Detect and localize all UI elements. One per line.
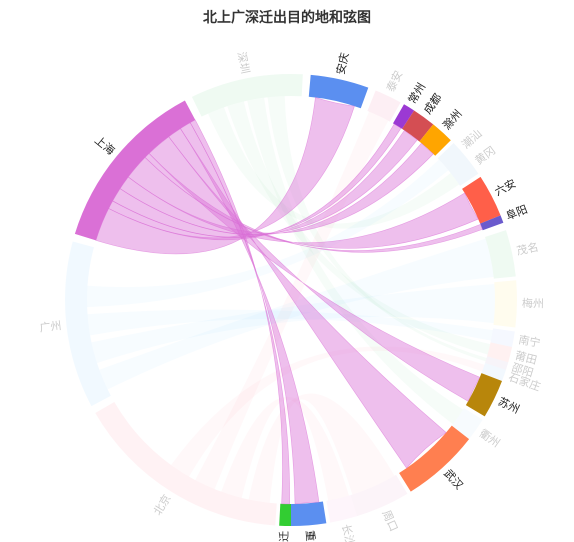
background-link-广州-南宁 — [87, 309, 493, 341]
arc-衢州[interactable] — [451, 408, 483, 440]
label-茂名: 茂名 — [515, 240, 539, 258]
label-梅州: 梅州 — [522, 296, 544, 310]
label-广州: 广州 — [39, 319, 62, 334]
label-泰安: 泰安 — [383, 68, 405, 94]
arc-广州[interactable] — [64, 241, 111, 407]
highlighted-links — [95, 97, 483, 505]
link-上海-阜阳[interactable] — [144, 153, 483, 253]
arc-武汉[interactable] — [399, 425, 470, 492]
background-link-北京-周口 — [248, 393, 395, 503]
label-南宁: 南宁 — [517, 332, 541, 350]
label-周口: 周口 — [379, 508, 400, 533]
label-深圳: 深圳 — [235, 51, 252, 75]
arc-邵阳[interactable] — [485, 356, 509, 370]
arc-阜阳[interactable] — [480, 215, 504, 231]
label-北京: 北京 — [150, 492, 174, 518]
label-成都: 成都 — [421, 91, 444, 116]
arc-北京[interactable] — [95, 402, 277, 526]
background-link-北京-泰安 — [195, 111, 389, 490]
arc-上海[interactable] — [74, 100, 196, 241]
arc-安庆[interactable] — [308, 74, 369, 109]
chart-title: 北上广深迁出目的地和弦图 — [203, 10, 371, 26]
label-六安: 六安 — [492, 176, 518, 199]
link-上海-滁州[interactable] — [119, 142, 434, 236]
label-阜阳: 阜阳 — [504, 203, 529, 223]
arc-重庆[interactable] — [291, 501, 327, 526]
label-宿迁: 宿迁 — [276, 531, 291, 542]
arc-南宁[interactable] — [490, 328, 515, 347]
arc-六安[interactable] — [462, 176, 501, 224]
link-上海-宿迁[interactable] — [189, 119, 290, 505]
background-link-广州-潮汕 — [87, 159, 449, 308]
arc-黄冈[interactable] — [449, 157, 479, 186]
arc-苏州[interactable] — [465, 373, 502, 417]
link-上海-苏州[interactable] — [148, 136, 481, 402]
label-潮汕: 潮汕 — [459, 126, 485, 151]
arc-长沙[interactable] — [326, 495, 358, 523]
background-link-北京-长沙 — [221, 396, 349, 501]
link-上海-武汉[interactable] — [168, 128, 447, 469]
arc-周口[interactable] — [350, 474, 408, 517]
label-衢州: 衢州 — [477, 427, 502, 450]
node-arcs — [64, 74, 517, 526]
label-苏州: 苏州 — [496, 395, 521, 416]
background-link-北京-石家庄 — [171, 346, 485, 477]
arc-泰安[interactable] — [367, 90, 401, 122]
label-邵阳: 邵阳 — [510, 361, 535, 380]
label-滁州: 滁州 — [440, 107, 465, 133]
arc-茂名[interactable] — [485, 230, 516, 279]
background-link-广州-茂名 — [99, 238, 494, 390]
arc-莆田[interactable] — [487, 342, 513, 363]
label-黄冈: 黄冈 — [472, 143, 498, 167]
background-link-广州-梅州 — [91, 283, 495, 364]
arc-石家庄[interactable] — [481, 363, 506, 381]
background-link-深圳-衢州 — [247, 97, 464, 425]
label-上海: 上海 — [92, 133, 118, 158]
arc-成都[interactable] — [402, 110, 434, 142]
label-安庆: 安庆 — [333, 51, 351, 76]
arc-潮汕[interactable] — [437, 143, 467, 172]
arc-梅州[interactable] — [493, 280, 517, 328]
label-莆田: 莆田 — [514, 349, 538, 367]
arc-宿迁[interactable] — [279, 503, 291, 526]
label-长沙: 长沙 — [339, 523, 357, 542]
background-link-深圳-黄冈 — [208, 107, 460, 229]
arc-滁州[interactable] — [419, 124, 451, 156]
label-重庆: 重庆 — [303, 530, 319, 542]
arc-常州[interactable] — [393, 104, 415, 129]
arc-深圳[interactable] — [191, 74, 303, 117]
label-武汉: 武汉 — [441, 467, 465, 492]
